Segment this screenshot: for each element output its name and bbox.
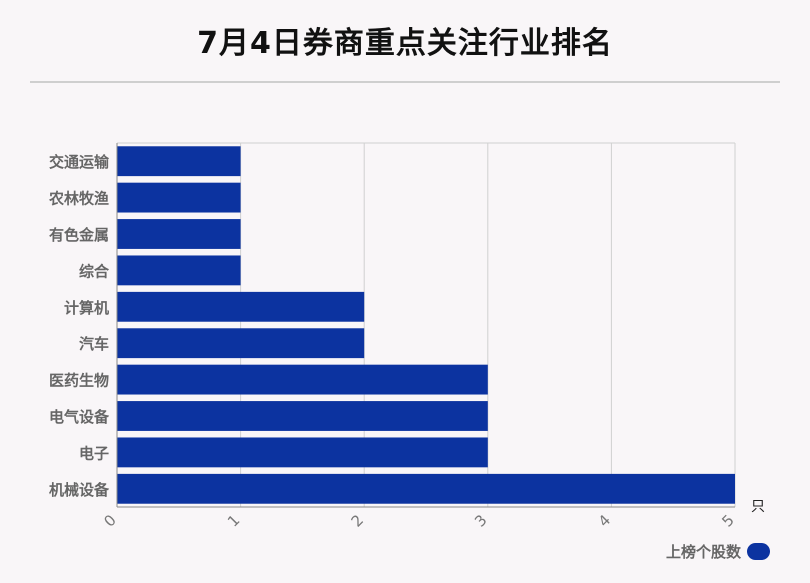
bar	[117, 182, 241, 213]
x-tick-label: 1	[224, 511, 243, 530]
category-label: 农林牧渔	[48, 190, 109, 208]
x-tick-label: 2	[348, 511, 367, 530]
category-label: 电气设备	[49, 408, 110, 426]
legend-swatch	[747, 543, 770, 560]
bar	[117, 291, 365, 322]
bar	[117, 401, 488, 431]
category-label: 电子	[79, 444, 109, 462]
bars	[117, 146, 735, 504]
x-tick-label: 3	[471, 511, 490, 530]
category-label: 交通运输	[49, 153, 110, 171]
x-tick-label: 5	[718, 511, 737, 530]
axes	[116, 143, 735, 508]
legend-label: 上榜个股数	[665, 543, 741, 561]
category-label: 机械设备	[49, 481, 110, 499]
bar	[117, 364, 488, 395]
chart-title: 7月4日券商重点关注行业排名	[197, 26, 613, 61]
x-tick-label: 4	[595, 511, 614, 530]
bar	[117, 473, 735, 504]
bar	[117, 219, 241, 249]
category-label: 有色金属	[49, 226, 109, 244]
bar	[117, 255, 241, 286]
x-tick-label: 0	[100, 511, 119, 530]
legend[interactable]: 上榜个股数	[666, 541, 770, 562]
category-label: 综合	[79, 262, 110, 280]
bar	[117, 146, 241, 177]
title-divider	[30, 81, 780, 83]
x-axis-unit-label: 只	[751, 499, 765, 515]
category-label: 汽车	[79, 335, 109, 353]
bar	[117, 437, 488, 468]
bar	[117, 328, 365, 359]
category-label: 计算机	[64, 299, 109, 317]
category-label: 医药生物	[49, 372, 109, 390]
